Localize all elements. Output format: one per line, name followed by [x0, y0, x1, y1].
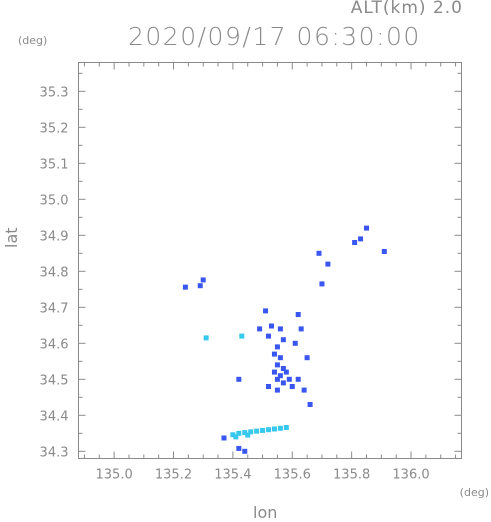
echo-point	[221, 435, 227, 441]
echo-point	[274, 376, 280, 382]
echo-point	[277, 355, 283, 361]
x-tick-label: 135.0	[96, 468, 133, 483]
echo-point	[197, 283, 203, 289]
echo-point	[245, 432, 251, 438]
echo-point	[277, 425, 283, 431]
echo-point	[230, 432, 236, 438]
y-tick-label: 35.0	[40, 193, 69, 208]
echo-point	[358, 236, 364, 242]
echo-point	[233, 434, 239, 440]
echo-point	[286, 376, 292, 382]
echo-point	[263, 308, 269, 314]
echo-point	[203, 335, 209, 341]
echo-point	[242, 448, 248, 454]
echo-point	[295, 376, 301, 382]
echo-point	[266, 333, 272, 339]
echo-point	[266, 384, 272, 389]
echo-point	[381, 249, 387, 254]
echo-point	[325, 261, 331, 267]
x-tick-label: 135.4	[214, 468, 251, 483]
echo-point	[316, 250, 322, 256]
echo-point	[236, 445, 242, 451]
x-tick-group: 135.0 135.2 135.4 135.6 135.8 136.0	[83, 62, 457, 483]
echo-point	[363, 225, 369, 231]
x-tick-label: 135.8	[333, 468, 370, 483]
y-tick-group: 34.3 34.4 34.5 34.6 34.7 34.8 34.9 35.0 35.1 35.2…	[40, 72, 462, 460]
echo-point	[248, 429, 254, 435]
echo-point	[283, 369, 289, 375]
echo-point	[274, 387, 280, 393]
echo-point	[200, 277, 206, 283]
y-tick-label: 34.5	[40, 373, 69, 388]
x-axis-unit: (deg)	[459, 486, 489, 499]
echo-point	[257, 326, 263, 332]
echo-point	[271, 426, 277, 432]
plot-frame	[78, 62, 462, 459]
echo-point	[266, 427, 272, 433]
chart-title: 2020/09/17 06:30:00	[128, 22, 421, 51]
echo-point	[280, 380, 286, 386]
echo-point	[271, 369, 277, 375]
echo-point	[280, 366, 286, 371]
y-tick-label: 34.3	[40, 445, 69, 460]
echo-point	[280, 337, 286, 343]
echo-point	[283, 425, 289, 431]
y-tick-label: 34.8	[40, 265, 69, 280]
echo-point	[289, 384, 295, 389]
echo-point	[260, 427, 266, 433]
y-tick-label: 34.6	[40, 337, 69, 352]
echo-point	[307, 402, 313, 407]
y-axis-unit: (deg)	[18, 34, 48, 47]
echo-point	[182, 284, 188, 290]
echo-point	[239, 333, 245, 339]
echo-point	[301, 387, 307, 393]
echo-point	[298, 326, 304, 332]
y-tick-label: 35.1	[40, 157, 69, 172]
echo-point	[295, 312, 301, 317]
x-tick-label: 136.0	[392, 468, 429, 483]
echo-point	[319, 281, 325, 287]
echo-point	[352, 240, 358, 245]
echo-point	[268, 323, 274, 329]
y-tick-label: 34.7	[40, 301, 69, 316]
echo-point	[277, 326, 283, 332]
chart-subtitle: ALT(km) 2.0	[350, 0, 463, 18]
x-axis-label: lon	[253, 503, 278, 522]
echo-point	[236, 376, 242, 382]
echo-point	[292, 340, 298, 346]
echo-point	[274, 344, 280, 350]
y-tick-label: 35.3	[40, 85, 69, 100]
echo-point	[274, 362, 280, 368]
echo-point	[271, 351, 277, 357]
y-axis-label: lat	[2, 227, 21, 248]
y-tick-label: 35.2	[40, 121, 69, 136]
x-tick-label: 135.2	[155, 468, 192, 483]
x-tick-label: 135.6	[274, 468, 311, 483]
y-tick-label: 34.9	[40, 229, 69, 244]
echo-point	[304, 355, 310, 361]
echo-point	[254, 428, 260, 434]
echo-point	[277, 373, 283, 379]
data-points	[182, 225, 387, 454]
echo-point	[242, 430, 248, 436]
y-tick-label: 34.4	[40, 409, 69, 424]
echo-point	[236, 430, 242, 436]
